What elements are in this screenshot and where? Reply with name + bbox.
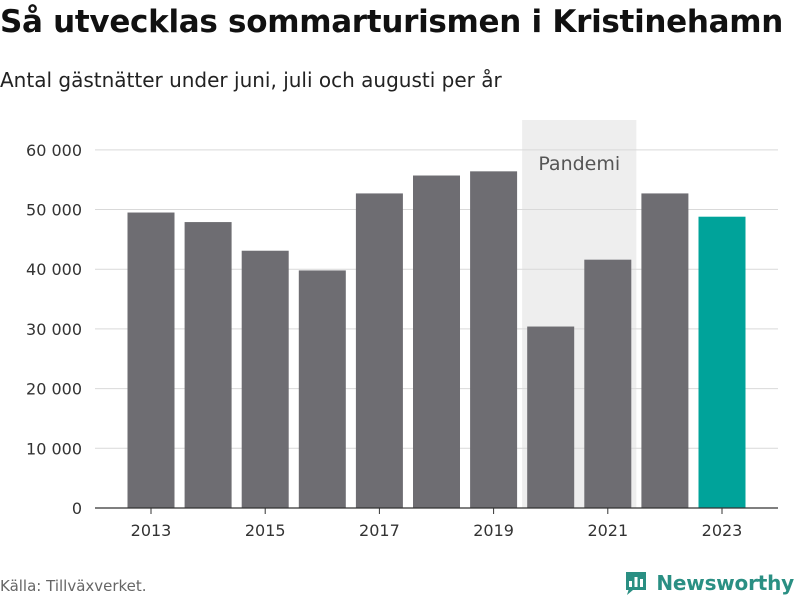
bar-2017 bbox=[355, 193, 403, 508]
y-tick-label: 50 000 bbox=[26, 201, 82, 220]
chart-title: Så utvecklas sommarturismen i Kristineha… bbox=[0, 4, 784, 40]
y-tick-label: 60 000 bbox=[26, 141, 82, 160]
bar-2015 bbox=[241, 250, 289, 509]
x-tick-label: 2017 bbox=[359, 521, 400, 540]
bar-2021 bbox=[584, 259, 632, 508]
pandemic-label: Pandemi bbox=[538, 153, 620, 175]
x-tick-label: 2021 bbox=[587, 521, 628, 540]
chart-subtitle: Antal gästnätter under juni, juli och au… bbox=[0, 68, 502, 92]
bar-2023 bbox=[698, 216, 746, 508]
x-tick-label: 2013 bbox=[131, 521, 172, 540]
x-tick-label: 2023 bbox=[702, 521, 743, 540]
x-tick-label: 2015 bbox=[245, 521, 286, 540]
y-tick-label: 30 000 bbox=[26, 320, 82, 339]
y-tick-label: 40 000 bbox=[26, 260, 82, 279]
y-tick-label: 20 000 bbox=[26, 380, 82, 399]
bar-2020 bbox=[527, 326, 575, 508]
newsworthy-logo-icon bbox=[626, 572, 647, 595]
brand: Newsworthy bbox=[624, 570, 794, 596]
bar-2022 bbox=[641, 193, 689, 508]
bar-2013 bbox=[127, 212, 175, 508]
bar-2019 bbox=[470, 171, 518, 508]
source-note: Källa: Tillväxverket. bbox=[0, 577, 147, 595]
y-tick-label: 0 bbox=[72, 499, 82, 518]
bar-2016 bbox=[298, 270, 346, 508]
brand-name: Newsworthy bbox=[656, 571, 794, 595]
bar-2014 bbox=[184, 222, 232, 508]
y-tick-label: 10 000 bbox=[26, 439, 82, 458]
x-tick-label: 2019 bbox=[473, 521, 514, 540]
bar-2018 bbox=[413, 175, 460, 508]
